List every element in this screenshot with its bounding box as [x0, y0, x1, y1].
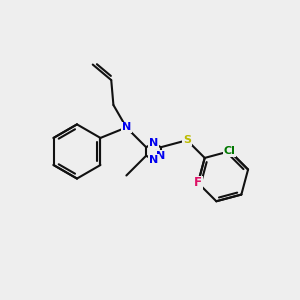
Text: N: N — [122, 122, 131, 132]
Text: N: N — [156, 151, 166, 161]
Text: N: N — [149, 138, 158, 148]
Text: N: N — [149, 155, 158, 165]
Text: Cl: Cl — [224, 146, 236, 156]
Text: S: S — [183, 135, 191, 145]
Text: F: F — [194, 176, 202, 189]
